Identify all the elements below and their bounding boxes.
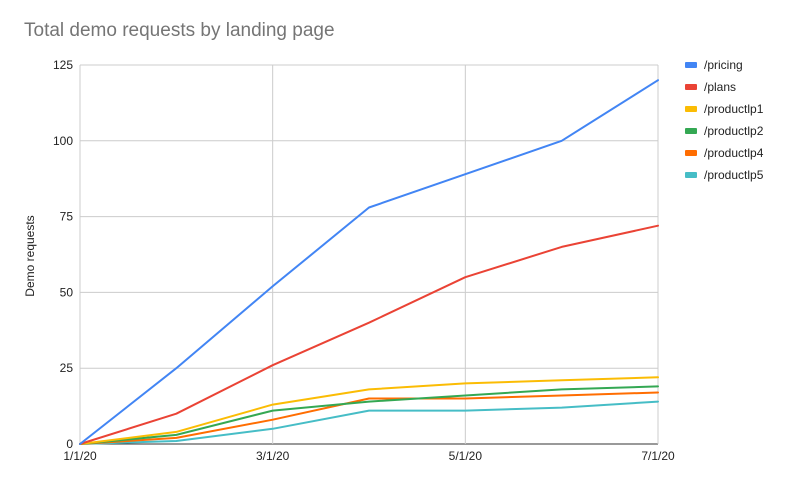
x-tick-label: 1/1/20 [63, 449, 97, 463]
series-line-plans [79, 224, 659, 445]
x-tick-label: 3/1/20 [256, 449, 290, 463]
axes: 0 25 50 75 100 125 1/1/20 3/1/20 5/1/20 7/1/20 [53, 58, 675, 463]
y-tick-label: 125 [53, 58, 73, 72]
legend-swatch [685, 106, 697, 112]
legend-label: /plans [704, 80, 736, 94]
series-line-productlp1 [79, 376, 659, 445]
legend-label: /productlp1 [704, 102, 764, 116]
legend-label: /productlp4 [704, 146, 764, 160]
legend-swatch [685, 150, 697, 156]
x-tick-label: 7/1/20 [641, 449, 675, 463]
legend-label: /productlp5 [704, 168, 764, 182]
legend-swatch [685, 172, 697, 178]
y-tick-label: 100 [53, 134, 73, 148]
x-tick-label: 5/1/20 [449, 449, 483, 463]
y-tick-label: 25 [60, 361, 74, 375]
y-tick-label: 50 [60, 285, 74, 299]
y-tick-label: 0 [66, 437, 73, 451]
legend-label: /pricing [704, 58, 743, 72]
chart-title: Total demo requests by landing page [24, 20, 335, 41]
series-line-productlp5 [79, 400, 659, 445]
series-line-pricing [79, 79, 659, 445]
series-line-productlp4 [79, 391, 659, 445]
legend-label: /productlp2 [704, 124, 764, 138]
legend-swatch [685, 84, 697, 90]
grid [79, 64, 659, 445]
y-axis-label: Demo requests [23, 215, 37, 296]
legend-swatch [685, 62, 697, 68]
legend: /pricing/plans/productlp1/productlp2/pro… [685, 58, 764, 182]
series-line-productlp2 [79, 385, 659, 445]
series-lines [79, 79, 659, 445]
y-tick-label: 75 [60, 210, 74, 224]
legend-swatch [685, 128, 697, 134]
